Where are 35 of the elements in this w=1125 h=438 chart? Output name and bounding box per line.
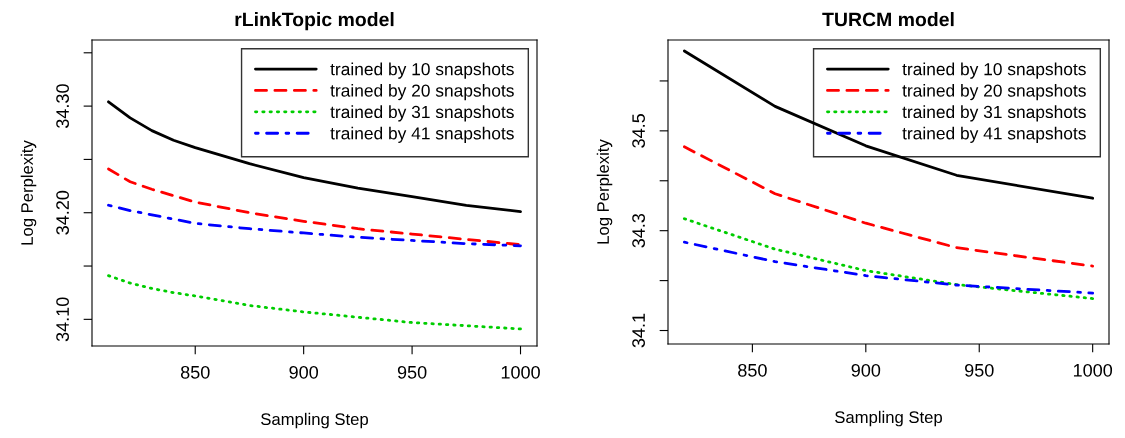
line-series [107, 274, 522, 331]
line-series [107, 167, 522, 247]
x-tick-label: 950 [397, 365, 427, 379]
y-axis-title: Log Perplexity [20, 140, 37, 245]
x-tick-label: 1000 [1073, 363, 1113, 377]
x-axis-title: Sampling Step [835, 410, 942, 427]
x-tick-label: 950 [965, 363, 994, 377]
y-tick-label: 34.3 [632, 213, 645, 248]
x-tick-label: 850 [180, 365, 210, 379]
line-series [682, 217, 1095, 300]
x-tick-label: 850 [738, 363, 767, 377]
y-tick-label: 34.1 [632, 313, 645, 348]
legend-label: trained by 31 snapshots [330, 105, 514, 122]
legend-label: trained by 10 snapshots [902, 62, 1086, 79]
y-tick-label: 34.10 [56, 297, 69, 342]
legend-label: trained by 10 snapshots [330, 62, 514, 79]
chart-title: rLinkTopic model [235, 12, 394, 31]
chart-title: TURCM model [822, 12, 954, 27]
line-series [682, 145, 1095, 268]
legend-label: trained by 31 snapshots [902, 105, 1086, 122]
legend-label: trained by 20 snapshots [902, 83, 1086, 101]
legend-label: trained by 20 snapshots [330, 83, 514, 101]
x-tick-label: 900 [289, 365, 319, 379]
y-tick-label: 34.20 [56, 190, 69, 235]
line-series [682, 240, 1095, 295]
y-axis-title: Log Perplexity [596, 139, 613, 244]
line-series [107, 100, 522, 214]
legend-label: trained by 41 snapshots [330, 126, 514, 143]
x-axis-title: Sampling Step [261, 412, 368, 429]
y-tick-label: 34.30 [56, 84, 69, 129]
x-tick-label: 1000 [501, 365, 540, 379]
legend-label: trained by 41 snapshots [902, 126, 1086, 143]
x-tick-label: 900 [851, 363, 881, 377]
line-series [107, 203, 522, 248]
y-tick-label: 34.5 [632, 114, 645, 148]
